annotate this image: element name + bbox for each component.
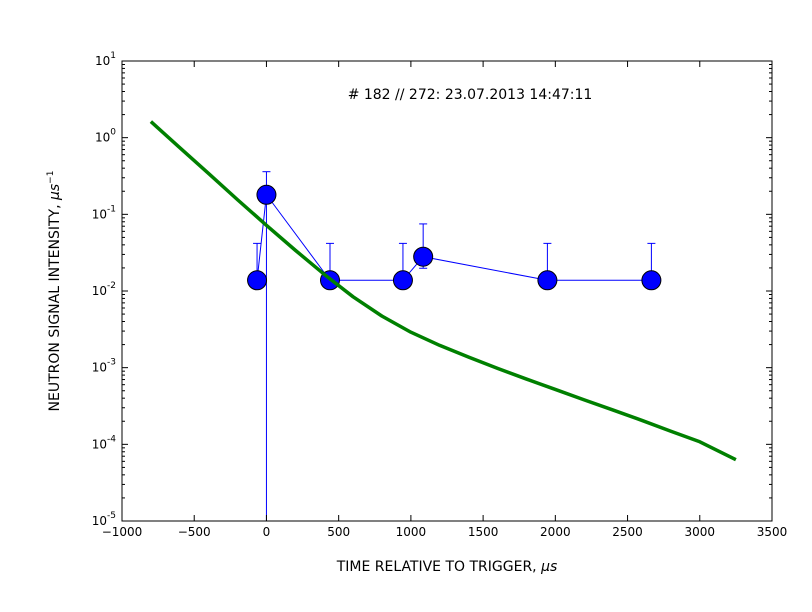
ticks-layer: −1000 −500 0 500 1000 1500 2000 2500 3000 3500 10-… (92, 51, 788, 539)
data-point (392, 270, 413, 291)
x-tick-label: 1500 (468, 525, 499, 539)
x-tick-label: −500 (178, 525, 211, 539)
y-tick-label: 10-2 (92, 281, 116, 298)
y-tick-label: 10-1 (92, 204, 116, 221)
x-tick-label: 500 (327, 525, 350, 539)
data-point (537, 270, 558, 291)
model-curve (149, 120, 737, 462)
data-point (256, 184, 277, 205)
data-point (641, 270, 662, 291)
x-tick-label: 2000 (540, 525, 571, 539)
x-tick-label: 0 (263, 525, 271, 539)
y-tick-label: 101 (95, 51, 116, 68)
x-tick-label: 3500 (757, 525, 788, 539)
x-tick-label: 1000 (396, 525, 427, 539)
x-tick-label: −1000 (102, 525, 143, 539)
y-tick-label: 10-4 (92, 434, 117, 451)
chart-annotation: # 182 // 272: 23.07.2013 14:47:11 (348, 87, 593, 103)
y-tick-label: 10-3 (92, 358, 116, 375)
y-axis-label: NEUTRON SIGNAL INTENSITY, μs−1 (46, 171, 63, 412)
y-axis-unit-exponent: −1 (46, 171, 56, 184)
y-tick-label: 100 (95, 128, 116, 145)
series-layer (149, 120, 737, 522)
x-axis-label: TIME RELATIVE TO TRIGGER, μs (336, 559, 558, 575)
y-tick-label: 10-5 (92, 511, 116, 528)
y-axis-unit: μs (47, 184, 63, 201)
data-point (247, 270, 268, 291)
data-point (413, 246, 434, 267)
x-tick-label: 2500 (612, 525, 643, 539)
x-axis-unit: μs (540, 559, 557, 575)
x-tick-label: 3000 (685, 525, 716, 539)
